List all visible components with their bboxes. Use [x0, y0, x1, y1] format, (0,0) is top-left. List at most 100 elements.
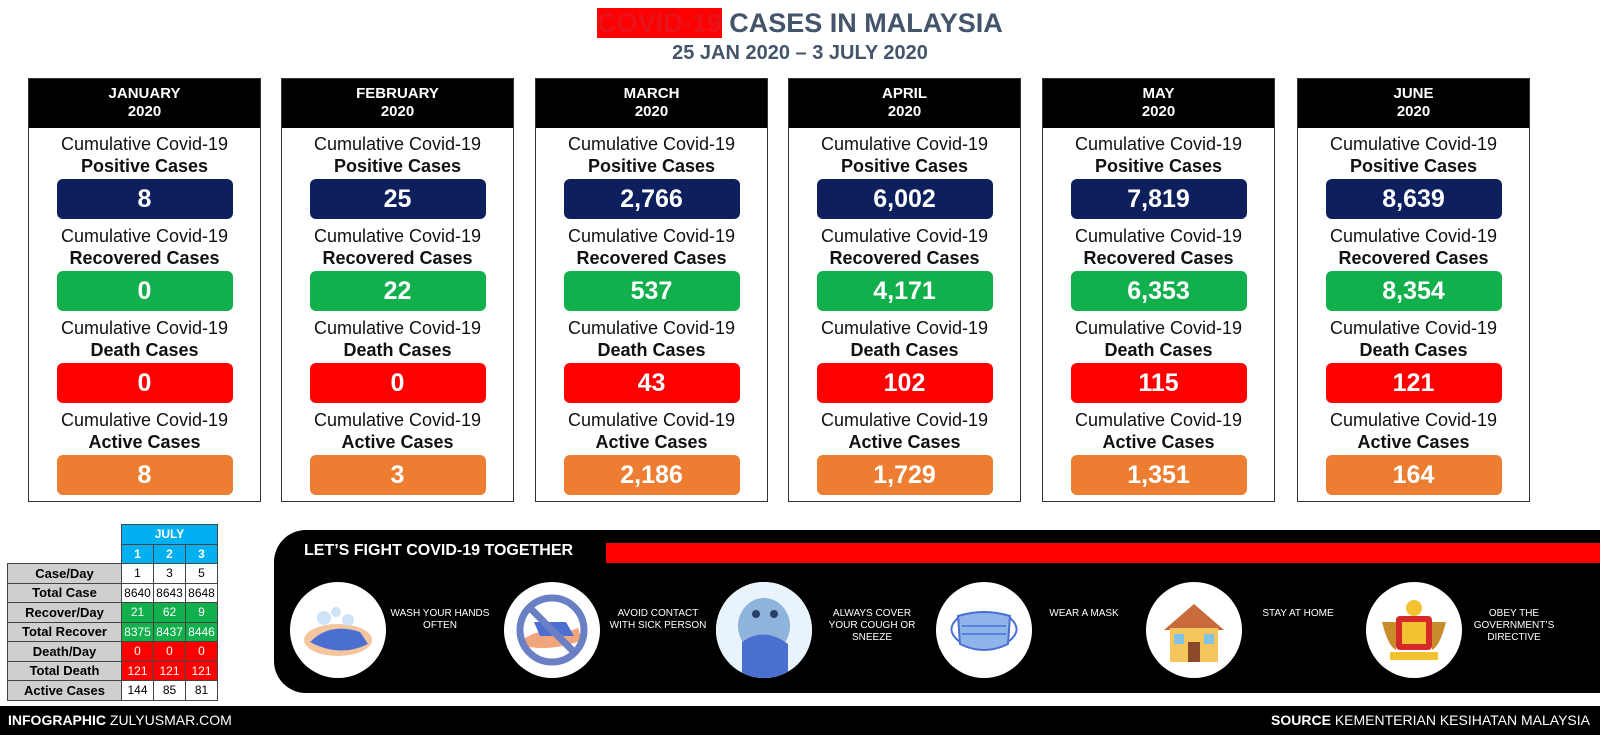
stat-label-death: Death Cases	[850, 340, 959, 360]
tip-home-text: STAY AT HOME	[1262, 608, 1334, 619]
fight-title: LET’S FIGHT COVID-19 TOGETHER	[304, 542, 574, 559]
positive-value-box: 2,766	[563, 179, 740, 219]
stat-label-active: Active Cases	[595, 432, 708, 452]
home-icon	[1146, 582, 1242, 678]
stat-positive: Cumulative Covid-19 Positive Cases 7,819	[1043, 128, 1274, 219]
stat-death: Cumulative Covid-19 Death Cases 43	[536, 317, 767, 403]
stat-label-recovered: Recovered Cases	[69, 248, 220, 268]
stat-label-cumulative: Cumulative Covid-19	[1074, 226, 1243, 246]
month-card-may: MAY 2020 Cumulative Covid-19 Positive Cases…	[1042, 78, 1275, 502]
stat-positive: Cumulative Covid-19 Positive Cases 8	[29, 128, 260, 219]
stat-label-cumulative: Cumulative Covid-19	[820, 226, 989, 246]
death-value-box: 0	[309, 363, 486, 403]
stat-label-cumulative: Cumulative Covid-19	[567, 318, 736, 338]
stat-label-cumulative: Cumulative Covid-19	[60, 226, 229, 246]
stat-positive: Cumulative Covid-19 Positive Cases 8,639	[1298, 128, 1529, 219]
footer-bar: INFOGRAPHIC ZULYUSMAR.COM SOURCE KEMENTE…	[0, 706, 1600, 735]
stat-label-recovered: Recovered Cases	[829, 248, 980, 268]
month-card-april: APRIL 2020 Cumulative Covid-19 Positive Cas…	[788, 78, 1021, 502]
stat-recovered: Cumulative Covid-19 Recovered Cases 22	[282, 225, 513, 311]
stat-label-cumulative: Cumulative Covid-19	[1329, 410, 1498, 430]
active-value-box: 2,186	[563, 455, 740, 495]
stat-label-recovered: Recovered Cases	[322, 248, 473, 268]
stat-label-death: Death Cases	[90, 340, 199, 360]
positive-value-box: 6,002	[816, 179, 993, 219]
month-name: FEBRUARY	[356, 85, 439, 102]
month-name: JUNE	[1393, 85, 1434, 102]
footer-credit: INFOGRAPHIC ZULYUSMAR.COM	[8, 712, 232, 728]
month-header: APRIL 2020	[789, 79, 1020, 128]
stat-active: Cumulative Covid-19 Active Cases 8	[29, 409, 260, 495]
active-value-box: 1,351	[1070, 455, 1247, 495]
stat-active: Cumulative Covid-19 Active Cases 3	[282, 409, 513, 495]
july-day: 3	[185, 543, 218, 564]
page-title: COVID-19 CASES IN MALAYSIA	[0, 8, 1600, 39]
july-table: JULY 1 2 3 Case/Day 1 3 5 Total Case 864…	[7, 524, 218, 701]
month-card-february: FEBRUARY 2020 Cumulative Covid-19 Positive …	[281, 78, 514, 502]
month-year: 2020	[887, 103, 922, 120]
month-header: FEBRUARY 2020	[282, 79, 513, 128]
july-day: 1	[121, 543, 154, 564]
stat-label-cumulative: Cumulative Covid-19	[567, 134, 736, 154]
stat-label-death: Death Cases	[597, 340, 706, 360]
month-header: MARCH 2020	[536, 79, 767, 128]
table-row: Case/Day 1 3 5	[7, 563, 218, 584]
stat-label-active: Active Cases	[88, 432, 201, 452]
month-year: 2020	[1141, 103, 1176, 120]
mask-icon	[936, 582, 1032, 678]
stat-label-cumulative: Cumulative Covid-19	[60, 410, 229, 430]
table-row: Total Recover 8375 8437 8446	[7, 621, 218, 642]
stat-label-active: Active Cases	[1357, 432, 1470, 452]
stat-label-positive: Positive Cases	[333, 156, 462, 176]
stat-label-active: Active Cases	[1102, 432, 1215, 452]
stat-label-positive: Positive Cases	[80, 156, 209, 176]
positive-value-box: 8,639	[1325, 179, 1502, 219]
month-year: 2020	[380, 103, 415, 120]
month-name: MAY	[1142, 85, 1175, 102]
stat-label-cumulative: Cumulative Covid-19	[567, 226, 736, 246]
stat-label-recovered: Recovered Cases	[1338, 248, 1489, 268]
july-title: JULY	[121, 524, 218, 545]
stat-label-cumulative: Cumulative Covid-19	[1074, 134, 1243, 154]
stat-label-positive: Positive Cases	[840, 156, 969, 176]
tip-mask-text: WEAR A MASK	[1049, 608, 1119, 619]
stat-label-cumulative: Cumulative Covid-19	[1329, 318, 1498, 338]
stat-label-cumulative: Cumulative Covid-19	[567, 410, 736, 430]
stat-label-death: Death Cases	[1104, 340, 1213, 360]
tip-contact-text: AVOID CONTACT WITH SICK PERSON	[609, 608, 707, 631]
stat-death: Cumulative Covid-19 Death Cases 0	[282, 317, 513, 403]
stat-label-cumulative: Cumulative Covid-19	[1329, 226, 1498, 246]
recovered-value-box: 0	[56, 271, 233, 311]
active-value-box: 164	[1325, 455, 1502, 495]
recovered-value-box: 4,171	[816, 271, 993, 311]
stat-active: Cumulative Covid-19 Active Cases 2,186	[536, 409, 767, 495]
cover-cough-icon	[716, 582, 812, 678]
stat-positive: Cumulative Covid-19 Positive Cases 25	[282, 128, 513, 219]
table-row: Death/Day 0 0 0	[7, 641, 218, 662]
stat-label-recovered: Recovered Cases	[1083, 248, 1234, 268]
stat-label-cumulative: Cumulative Covid-19	[313, 410, 482, 430]
month-year: 2020	[1396, 103, 1431, 120]
month-header: JUNE 2020	[1298, 79, 1529, 128]
stat-death: Cumulative Covid-19 Death Cases 0	[29, 317, 260, 403]
table-row: Recover/Day 21 62 9	[7, 602, 218, 623]
stat-label-positive: Positive Cases	[1094, 156, 1223, 176]
month-year: 2020	[127, 103, 162, 120]
death-value-box: 121	[1325, 363, 1502, 403]
july-day: 2	[153, 543, 186, 564]
positive-value-box: 8	[56, 179, 233, 219]
stat-label-positive: Positive Cases	[587, 156, 716, 176]
stat-recovered: Cumulative Covid-19 Recovered Cases 6,353	[1043, 225, 1274, 311]
title-rest: CASES IN MALAYSIA	[729, 8, 1003, 38]
stat-death: Cumulative Covid-19 Death Cases 115	[1043, 317, 1274, 403]
month-name: JANUARY	[108, 85, 181, 102]
stat-label-positive: Positive Cases	[1349, 156, 1478, 176]
death-value-box: 0	[56, 363, 233, 403]
stat-positive: Cumulative Covid-19 Positive Cases 6,002	[789, 128, 1020, 219]
active-value-box: 1,729	[816, 455, 993, 495]
positive-value-box: 25	[309, 179, 486, 219]
table-row: Total Case 8640 8643 8648	[7, 582, 218, 603]
death-value-box: 43	[563, 363, 740, 403]
stat-recovered: Cumulative Covid-19 Recovered Cases 4,171	[789, 225, 1020, 311]
month-name: MARCH	[623, 85, 680, 102]
